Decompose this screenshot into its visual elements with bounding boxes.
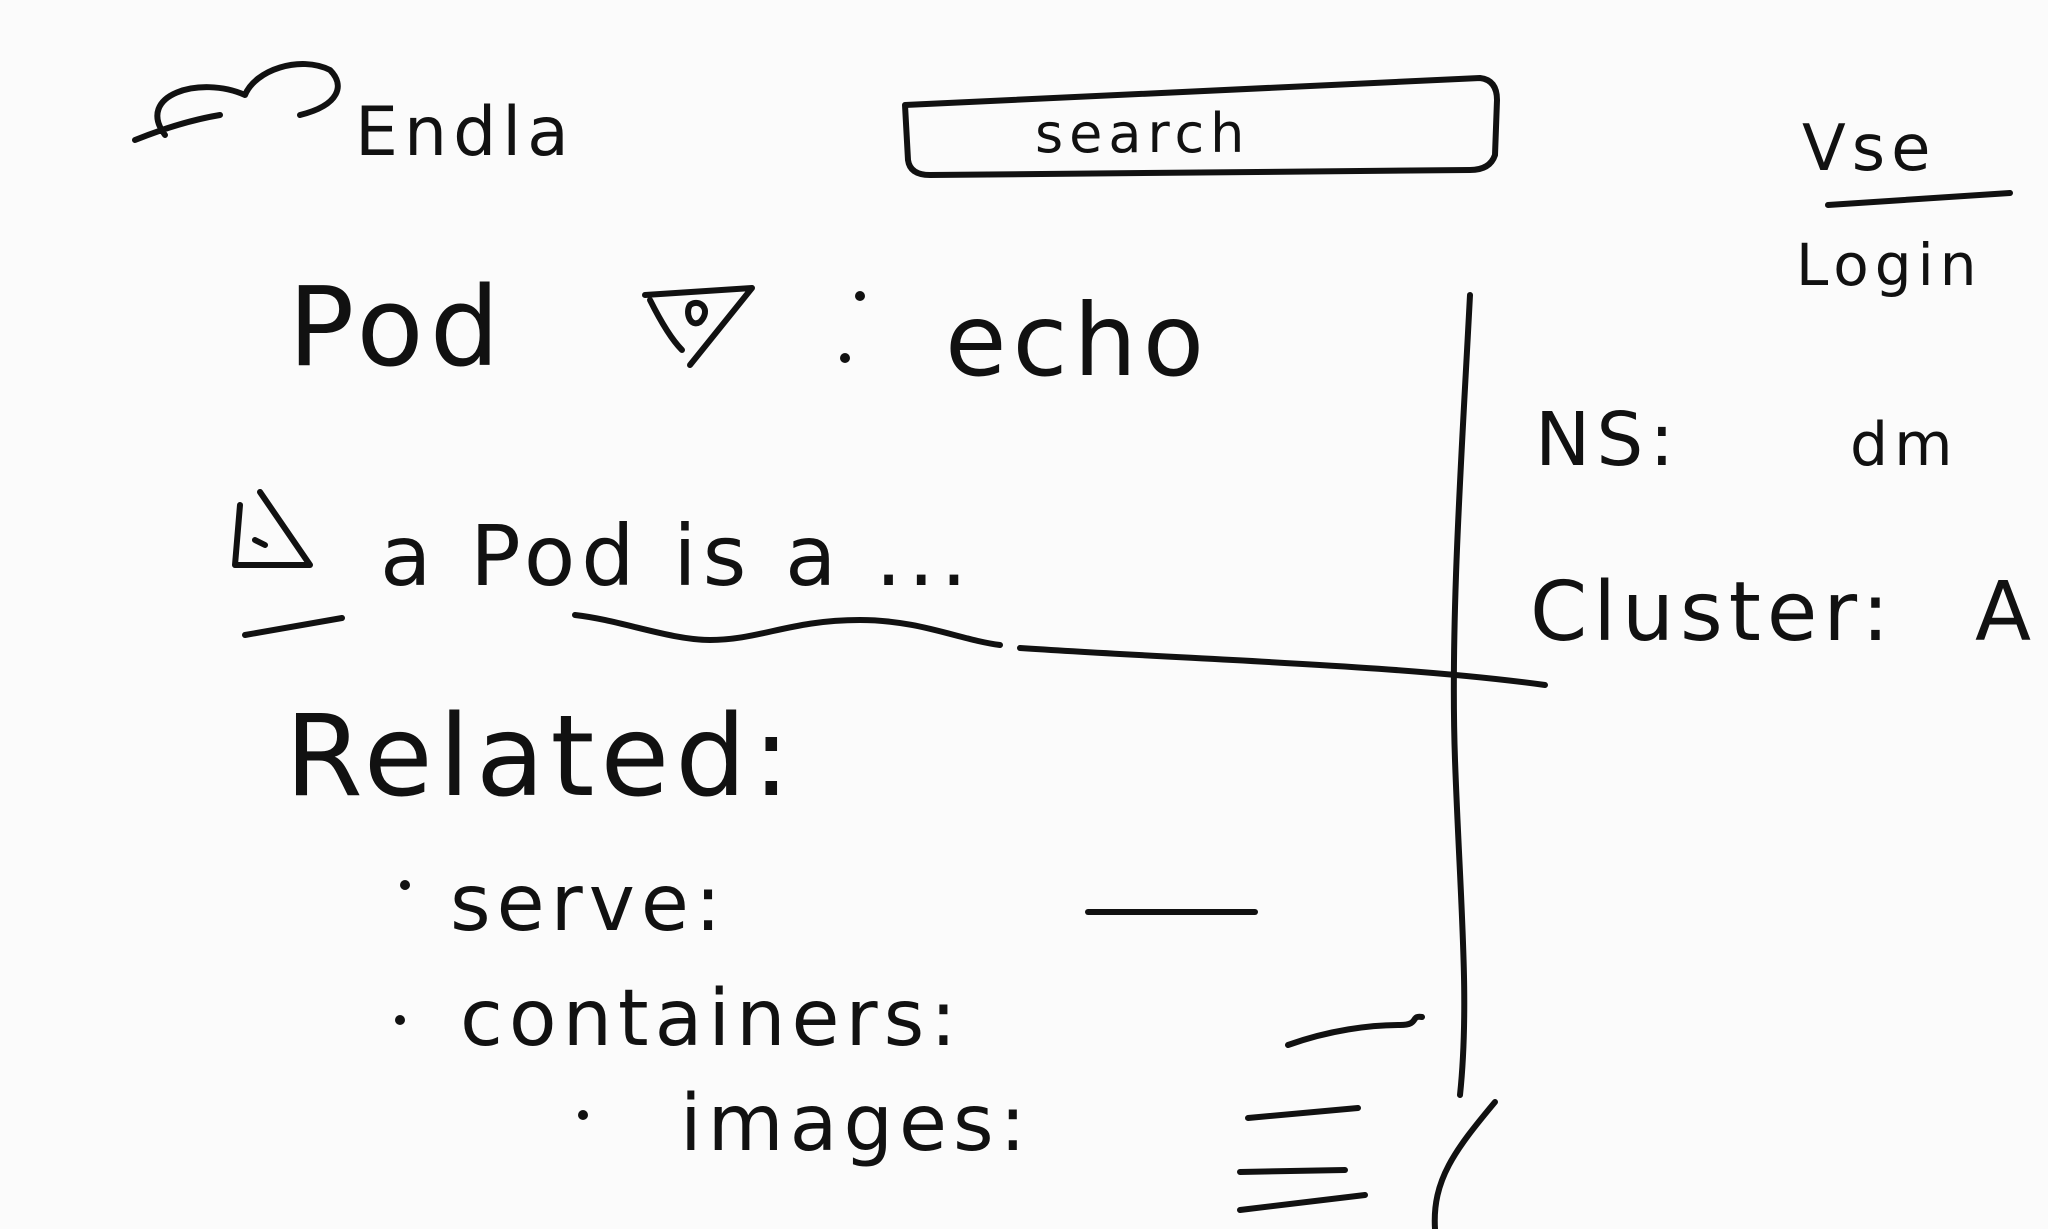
content-divider xyxy=(242,612,1548,688)
title-text: Pod xyxy=(288,263,506,391)
related-heading: Related: xyxy=(285,692,796,822)
page-title: Pod echo xyxy=(288,263,1210,399)
triangle-info-icon xyxy=(232,489,313,568)
sidebar-cluster: Cluster: A xyxy=(1530,565,2037,660)
eye-icon xyxy=(642,285,755,368)
bullet-dot xyxy=(395,1015,405,1025)
user-link-underline xyxy=(1825,190,2013,208)
title-colon-dot xyxy=(855,291,865,301)
cluster-value: A xyxy=(1975,565,2037,660)
search-label: search xyxy=(1035,102,1250,165)
bullet-dot xyxy=(578,1110,588,1120)
description-text: a Pod is a ... xyxy=(380,507,973,605)
brand[interactable]: Endla xyxy=(132,61,575,172)
related-item-label: containers: xyxy=(460,974,963,1064)
search-box[interactable]: search xyxy=(902,75,1500,178)
brand-name: Endla xyxy=(355,93,575,172)
related-item[interactable]: serve: xyxy=(400,859,1258,949)
related-item[interactable]: containers: xyxy=(395,974,1425,1064)
description-row: a Pod is a ... xyxy=(232,489,973,605)
title-colon-dot xyxy=(840,353,850,363)
placeholder-line xyxy=(1285,1013,1425,1048)
cluster-label: Cluster: xyxy=(1530,565,1895,660)
sidebar-namespace: NS: dm xyxy=(1535,397,1959,483)
sidebar-divider xyxy=(1450,292,1473,1098)
ns-value: dm xyxy=(1850,410,1959,480)
title-value: echo xyxy=(945,282,1210,399)
placeholder-lines xyxy=(1237,1105,1368,1213)
related-section: Related: serve: containers: images: xyxy=(285,692,1425,1213)
related-item[interactable]: images: xyxy=(578,1079,1368,1213)
login-link[interactable]: Login xyxy=(1796,231,1982,299)
related-item-label: images: xyxy=(680,1079,1032,1169)
sidebar-curve xyxy=(1431,1099,1498,1229)
user-link[interactable]: Vse xyxy=(1802,112,2013,208)
user-link-label: Vse xyxy=(1802,112,1937,186)
related-item-label: serve: xyxy=(450,859,727,949)
login-link-label: Login xyxy=(1796,231,1982,299)
logo-squiggle-icon xyxy=(132,61,341,143)
ns-label: NS: xyxy=(1535,397,1680,483)
bullet-dot xyxy=(400,880,410,890)
